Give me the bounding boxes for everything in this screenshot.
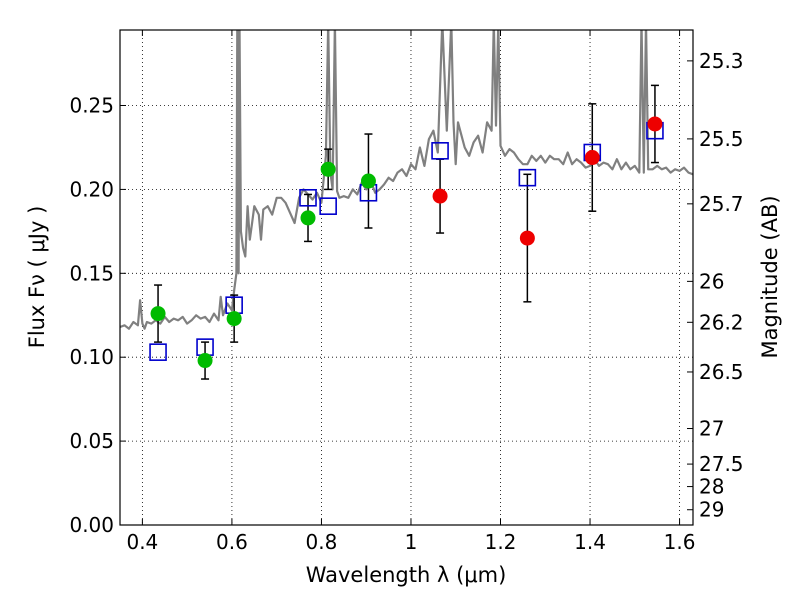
mag-tick-label: 27.5 xyxy=(699,452,744,476)
mag-tick-label: 26 xyxy=(699,269,724,293)
model-square-point xyxy=(518,168,537,187)
x-tick-label: 1.2 xyxy=(485,530,517,554)
mag-tick-label: 25.5 xyxy=(699,127,744,151)
mag-tick-label: 26.2 xyxy=(699,310,744,334)
model-square-point xyxy=(149,343,167,361)
y-tick-label: 0.00 xyxy=(69,513,114,537)
mag-tick-label: 25.3 xyxy=(699,49,744,73)
green-data-point xyxy=(226,311,242,327)
mag-tick-label: 26.5 xyxy=(699,360,744,384)
green-data-point xyxy=(360,173,376,189)
y-tick-label: 0.25 xyxy=(69,94,114,118)
green-data-point xyxy=(150,306,166,322)
red-data-point xyxy=(519,230,535,246)
model-square-point xyxy=(299,188,317,207)
spectrum-layer xyxy=(120,30,693,330)
mag-tick-label: 25.7 xyxy=(699,192,744,216)
green-data-point xyxy=(197,353,213,369)
mag-tick-label: 29 xyxy=(699,498,724,522)
x-tick-label: 0.4 xyxy=(126,530,158,554)
y-axis-label: Flux Fν ( μJy ) xyxy=(25,206,49,349)
y-tick-label: 0.10 xyxy=(69,345,114,369)
error-bars xyxy=(154,84,659,380)
y-tick-label: 0.15 xyxy=(69,261,114,285)
mag-tick-label: 28 xyxy=(699,475,724,499)
red-data-point xyxy=(432,188,448,204)
y-tick-label: 0.05 xyxy=(69,429,114,453)
x-tick-label: 1.6 xyxy=(664,530,696,554)
plot-frame xyxy=(119,29,694,526)
y-axis-right-label: Magnitude (AB) xyxy=(758,195,782,358)
markers xyxy=(149,116,664,369)
green-data-point xyxy=(300,210,316,226)
x-tick-label: 0.6 xyxy=(216,530,248,554)
y-tick-label: 0.20 xyxy=(69,177,114,201)
tick-labels: 0.4 0.6 0.8 1 1.2 1.4 1.6 0.00 0.05 0.10 0.15 0.20 0… xyxy=(69,49,743,554)
x-tick-label: 1.4 xyxy=(574,530,606,554)
x-tick-label: 0.8 xyxy=(306,530,338,554)
ticks xyxy=(120,30,693,526)
x-tick-label: 1 xyxy=(405,530,418,554)
red-data-point xyxy=(584,150,600,166)
red-data-point xyxy=(647,116,663,132)
model-square-point xyxy=(319,197,337,215)
x-axis-label: Wavelength λ (μm) xyxy=(306,563,507,587)
green-data-point xyxy=(320,161,336,177)
model-square-point xyxy=(431,142,449,160)
mag-tick-label: 27 xyxy=(699,417,724,441)
grid xyxy=(120,30,693,526)
spectrum-line xyxy=(120,30,693,330)
